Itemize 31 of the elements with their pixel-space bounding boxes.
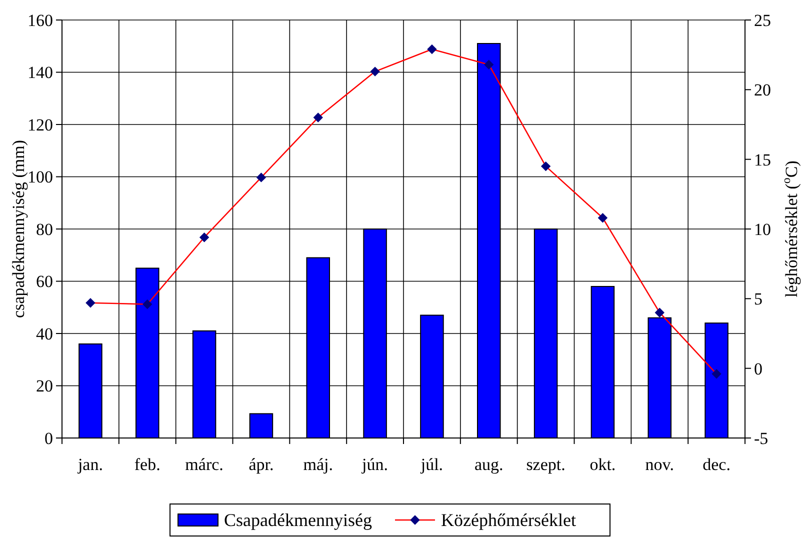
y-tick-label: 100 [28,168,53,187]
y-tick-label: 60 [36,272,53,292]
x-tick-label: szept. [526,455,566,474]
y2-tick-label: 10 [754,220,771,239]
y2-tick-label: 25 [754,10,771,30]
y2-tick-label: -5 [754,428,768,448]
x-tick-label: jan. [76,455,103,474]
legend-label: Csapadékmennyiség [224,510,372,530]
y-tick-label: 80 [36,220,53,239]
y2-tick-label: 5 [754,290,762,309]
y2-tick-label: 0 [754,359,762,378]
y-tick-label: 40 [36,324,53,344]
x-tick-label: júl. [420,455,444,474]
x-tick-label: feb. [134,455,160,474]
x-tick-label: márc. [185,455,224,474]
y-axis-title: csapadékmennyiség (mm) [9,140,28,318]
x-tick-label: nov. [645,455,674,474]
legend-label: Középhőmérséklet [441,510,576,530]
x-tick-label: máj. [303,455,333,474]
y-tick-label: 120 [28,115,53,134]
x-tick-label: dec. [702,455,730,474]
y-tick-label: 0 [44,428,53,448]
y-tick-label: 20 [36,376,53,396]
y2-tick-label: 20 [754,80,771,100]
y-tick-label: 160 [28,10,53,30]
y-tick-label: 140 [28,63,53,82]
x-tick-label: jún. [361,455,388,474]
x-tick-label: okt. [590,455,616,474]
x-tick-label: aug. [474,455,504,474]
x-tick-label: ápr. [248,455,274,474]
y2-tick-label: 15 [754,150,771,170]
